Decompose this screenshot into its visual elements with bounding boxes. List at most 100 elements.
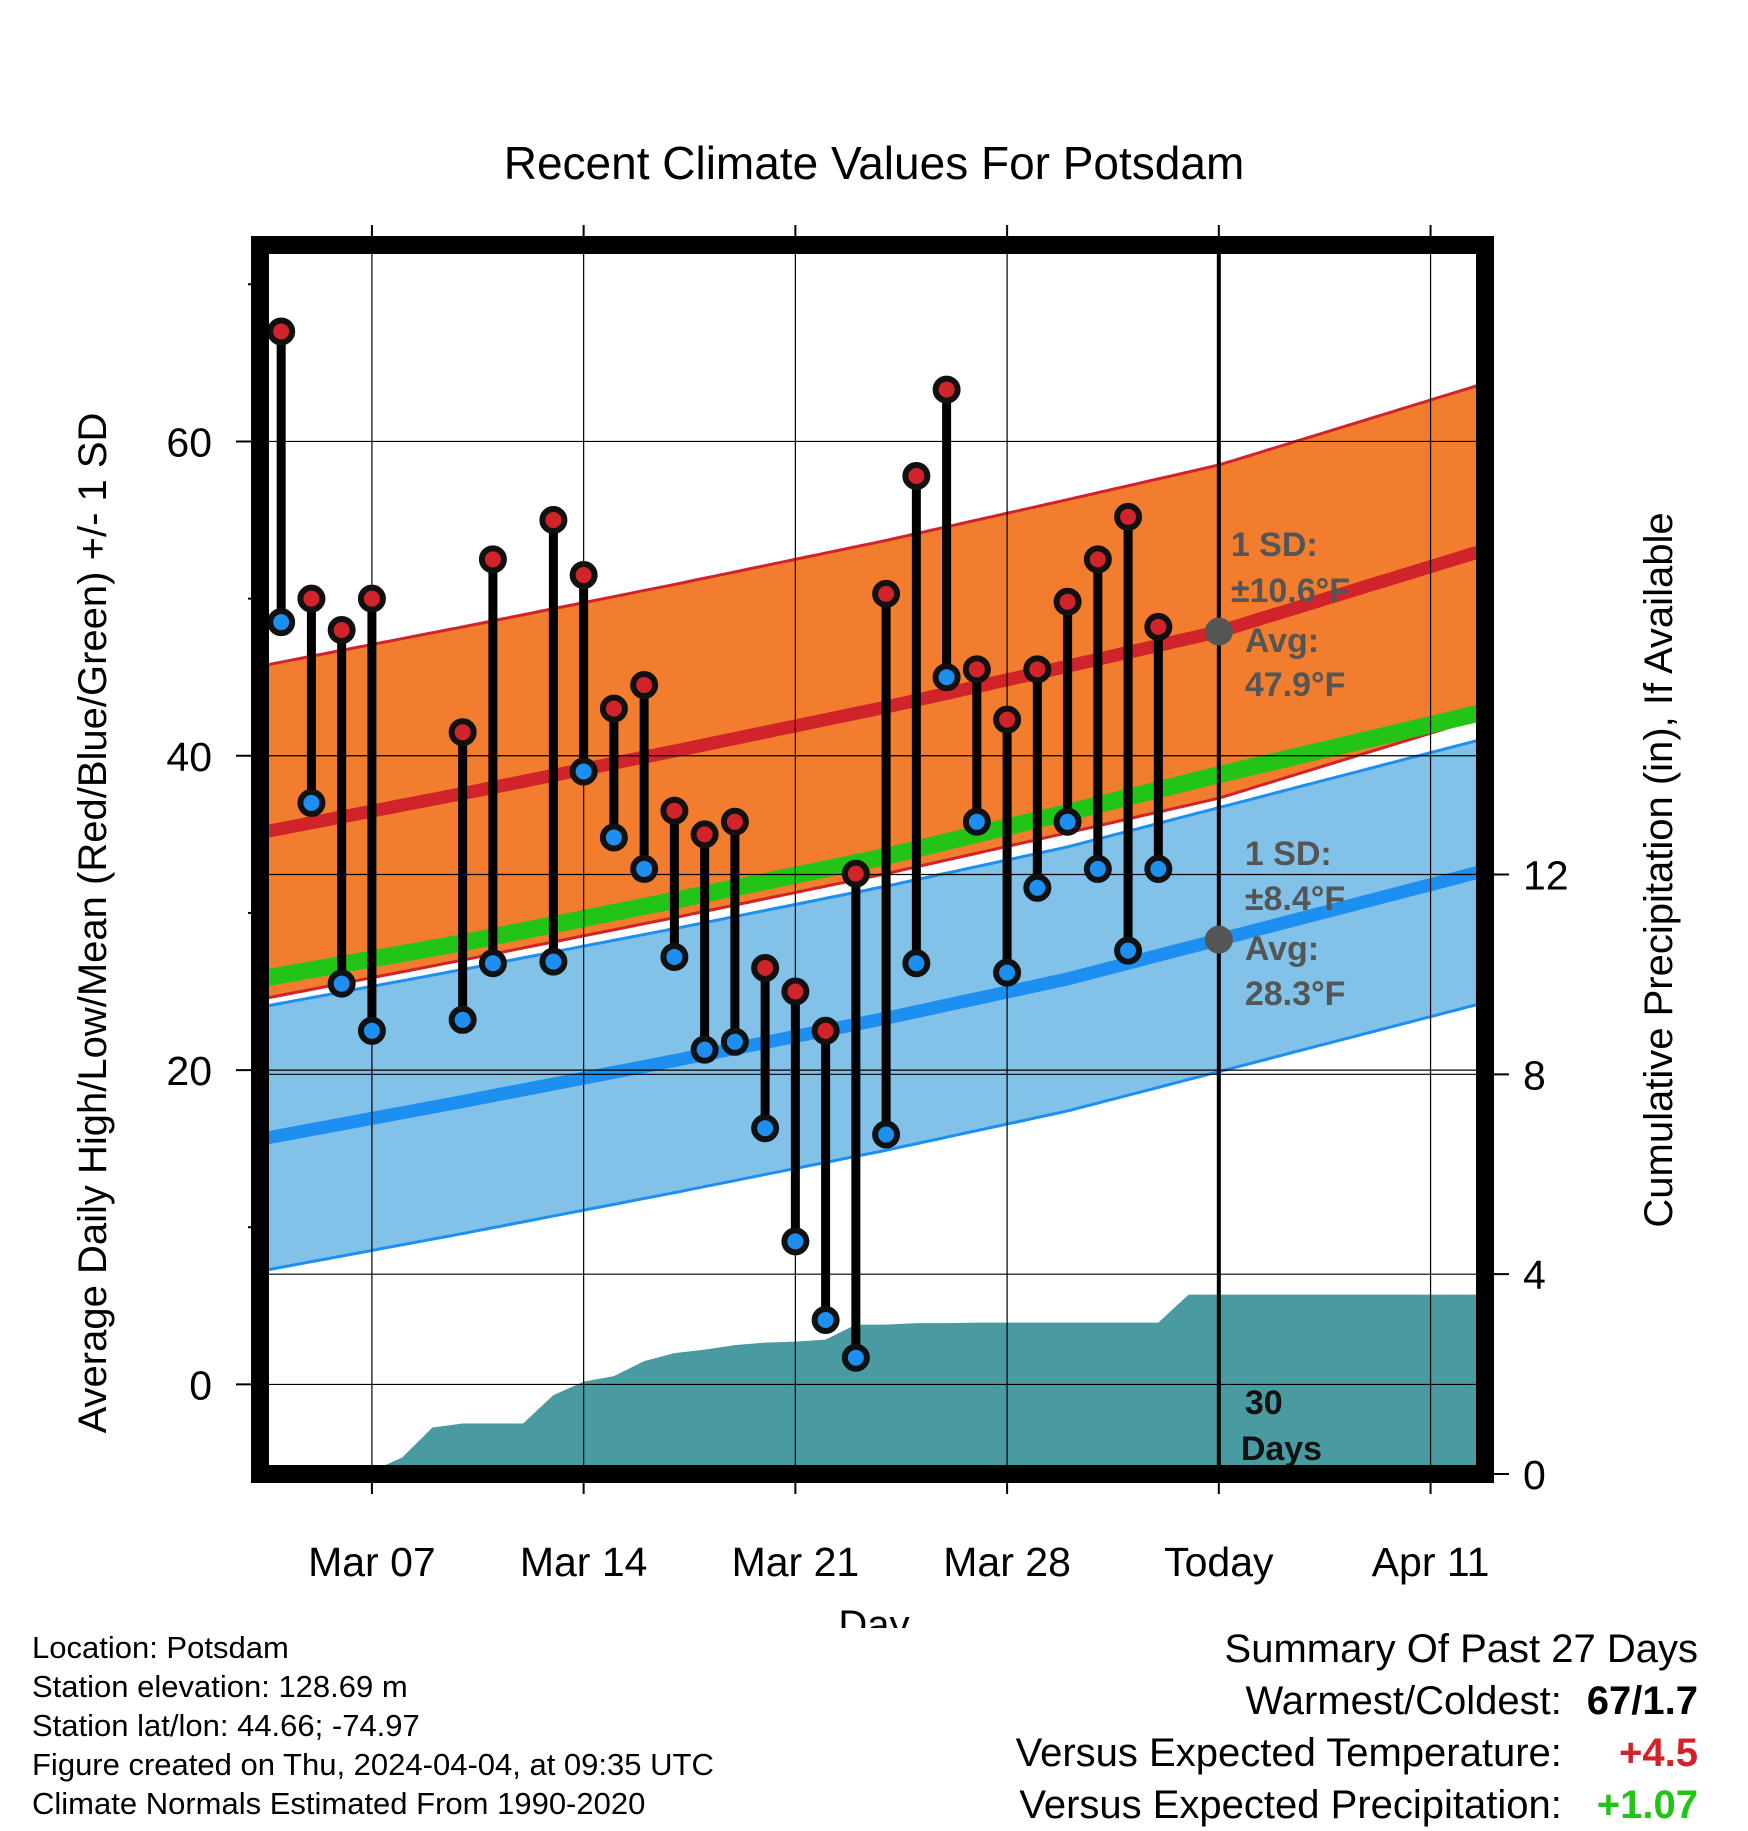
high-avg-marker <box>1204 617 1233 646</box>
obs-low-point <box>297 788 326 817</box>
summary-temp: Versus Expected Temperature: +4.5 <box>1016 1727 1698 1779</box>
obs-low-point <box>1083 854 1112 883</box>
obs-low-point <box>720 1027 749 1056</box>
info-latlon: Station lat/lon: 44.66; -74.97 <box>32 1708 420 1743</box>
y-tick-label-2: 40 <box>166 734 212 780</box>
obs-high-point <box>841 859 870 888</box>
obs-low-point <box>1144 854 1173 883</box>
x-tick-label-0: Mar 07 <box>308 1539 436 1585</box>
days-window-number: 30 <box>1245 1384 1283 1422</box>
obs-low-point <box>478 949 507 978</box>
obs-low-point <box>630 854 659 883</box>
obs-high-point <box>962 655 991 684</box>
x-tick-label-2: Mar 21 <box>732 1539 860 1585</box>
summary-panel: Summary Of Past 27 Days Warmest/Coldest:… <box>1016 1623 1698 1831</box>
obs-low-point <box>357 1016 386 1045</box>
obs-low-point <box>569 757 598 786</box>
obs-high-point <box>267 317 296 346</box>
x-tick-label-5: Apr 11 <box>1372 1539 1490 1585</box>
obs-low-point <box>932 663 961 692</box>
high-avg-value: 47.9°F <box>1245 666 1346 704</box>
days-window-word: Days <box>1241 1430 1322 1468</box>
obs-low-point <box>267 608 296 637</box>
obs-high-point <box>872 579 901 608</box>
precip-value: +1.07 <box>1596 1783 1698 1827</box>
obs-low-point <box>841 1343 870 1372</box>
obs-high-point <box>1083 545 1112 574</box>
info-normals: Climate Normals Estimated From 1990-2020 <box>32 1786 646 1821</box>
obs-high-point <box>1114 502 1143 531</box>
y2-tick-label-0: 0 <box>1523 1452 1546 1498</box>
y-axis-left-label: Average Daily High/Low/Mean (Red/Blue/Gr… <box>71 413 115 1434</box>
obs-high-point <box>630 671 659 700</box>
y2-tick-label-3: 12 <box>1523 852 1569 898</box>
y-axis-right-label: Cumulative Precipitation (in), If Availa… <box>1637 512 1681 1227</box>
low-sd-band <box>260 738 1485 1272</box>
obs-high-point <box>720 807 749 836</box>
y2-tick-label-1: 4 <box>1523 1252 1546 1298</box>
precip-label: Versus Expected Precipitation: <box>1019 1783 1562 1827</box>
y2-tick-label-2: 8 <box>1523 1052 1546 1098</box>
climate-chart: Recent Climate Values For Potsdam 1 SD: ±… <box>71 137 1681 1628</box>
obs-high-point <box>1144 612 1173 641</box>
obs-low-point <box>599 823 628 852</box>
temp-value: +4.5 <box>1619 1731 1698 1775</box>
temp-label: Versus Expected Temperature: <box>1015 1731 1562 1775</box>
low-sd-value: ±8.4°F <box>1245 880 1345 918</box>
obs-high-point <box>539 506 568 535</box>
warm-cold-value: 67/1.7 <box>1586 1679 1698 1723</box>
summary-heading: Summary Of Past 27 Days <box>1224 1627 1698 1671</box>
obs-high-point <box>357 584 386 613</box>
obs-high-point <box>660 796 689 825</box>
obs-low-point <box>781 1227 810 1256</box>
obs-low-point <box>1114 936 1143 965</box>
chart-title: Recent Climate Values For Potsdam <box>504 137 1245 189</box>
obs-high-point <box>327 616 356 645</box>
obs-high-point <box>297 584 326 613</box>
summary-warm-cold: Warmest/Coldest: 67/1.7 <box>1016 1675 1699 1727</box>
high-sd-band <box>260 383 1485 1000</box>
obs-high-point <box>1023 655 1052 684</box>
info-created: Figure created on Thu, 2024-04-04, at 09… <box>32 1747 714 1782</box>
obs-low-point <box>690 1035 719 1064</box>
obs-low-point <box>327 969 356 998</box>
high-upper-edge <box>260 381 1485 668</box>
obs-high-point <box>751 953 780 982</box>
warm-cold-label: Warmest/Coldest: <box>1245 1679 1562 1723</box>
x-axis-label: Day <box>838 1603 909 1628</box>
obs-high-point <box>811 1016 840 1045</box>
low-avg-value: 28.3°F <box>1245 975 1346 1013</box>
high-sd-label: 1 SD: <box>1231 526 1318 564</box>
obs-low-point <box>660 942 689 971</box>
obs-low-point <box>1053 807 1082 836</box>
high-sd-value: ±10.6°F <box>1231 572 1350 610</box>
low-sd-label: 1 SD: <box>1245 835 1332 873</box>
station-info: Location: Potsdam Station elevation: 128… <box>32 1628 714 1823</box>
x-tick-label-1: Mar 14 <box>520 1539 648 1585</box>
low-normal-line <box>260 864 1485 1146</box>
obs-low-point <box>448 1005 477 1034</box>
obs-low-point <box>539 947 568 976</box>
info-location: Location: Potsdam <box>32 1630 289 1665</box>
y-tick-label-3: 60 <box>166 419 212 465</box>
obs-high-point <box>448 718 477 747</box>
plot-area: 1 SD: ±10.6°F Avg: 47.9°F 1 SD: ±8.4°F Avg: 28.… <box>260 245 1485 1474</box>
obs-high-point <box>599 694 628 723</box>
obs-low-point <box>1023 873 1052 902</box>
obs-low-point <box>962 807 991 836</box>
obs-low-point <box>902 949 931 978</box>
obs-high-point <box>993 705 1022 734</box>
obs-low-point <box>811 1305 840 1334</box>
obs-low-point <box>872 1120 901 1149</box>
y-tick-label-1: 20 <box>166 1048 212 1094</box>
high-avg-label: Avg: <box>1245 622 1319 660</box>
info-elevation: Station elevation: 128.69 m <box>32 1669 408 1704</box>
obs-high-point <box>569 561 598 590</box>
obs-high-point <box>478 545 507 574</box>
obs-high-point <box>690 820 719 849</box>
obs-high-point <box>781 977 810 1006</box>
obs-high-point <box>1053 587 1082 616</box>
plot-frame <box>251 236 1494 1483</box>
obs-high-point <box>902 462 931 491</box>
x-tick-label-3: Mar 28 <box>943 1539 1071 1585</box>
